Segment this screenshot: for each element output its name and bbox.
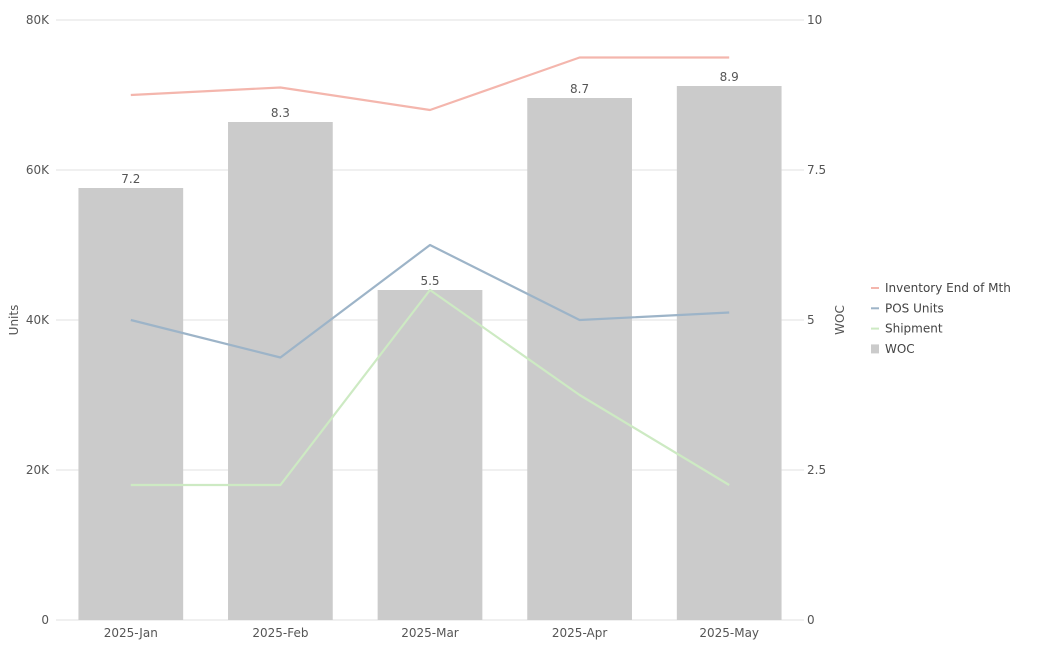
line-inventory-end-of-mth — [130, 56, 730, 112]
line-pos-units — [130, 243, 730, 359]
legend: Inventory End of Mth POS Units Shipment WOC — [871, 281, 1011, 356]
legend-label: POS Units — [885, 301, 944, 315]
bar-data-label: 5.5 — [420, 274, 439, 288]
axes: 0 20K 40K 60K 80K 0 2.5 5 7.5 10 2025-Jan 2025-Feb 2… — [26, 13, 826, 640]
bar-data-label: 7.2 — [121, 172, 140, 186]
right-axis-tick-label: 5 — [807, 313, 815, 327]
legend-label: Shipment — [885, 322, 943, 336]
line-shipment — [130, 288, 730, 487]
left-axis-title: Units — [7, 305, 21, 336]
line-series — [130, 56, 730, 487]
x-axis-tick-label: 2025-Jan — [104, 626, 158, 640]
bar-data-label: 8.7 — [570, 82, 589, 96]
bar-woc — [377, 290, 483, 620]
legend-item: Shipment — [871, 322, 943, 336]
legend-label: Inventory End of Mth — [885, 281, 1011, 295]
legend-swatch-bar — [871, 344, 879, 354]
right-axis-tick-label: 0 — [807, 613, 815, 627]
legend-item: Inventory End of Mth — [871, 281, 1011, 295]
bar-woc — [527, 98, 632, 620]
legend-item: WOC — [871, 342, 915, 356]
left-axis-tick-label: 20K — [26, 463, 50, 477]
legend-item: POS Units — [871, 301, 944, 315]
right-axis-tick-label: 10 — [807, 13, 822, 27]
left-axis-tick-label: 40K — [26, 313, 50, 327]
bar-data-label: 8.3 — [271, 106, 290, 120]
left-axis-tick-label: 80K — [26, 13, 50, 27]
bar-woc — [676, 86, 782, 620]
legend-label: WOC — [885, 342, 915, 356]
left-axis-tick-label: 0 — [41, 613, 49, 627]
x-axis-tick-label: 2025-Mar — [401, 626, 459, 640]
right-axis-title: WOC — [833, 305, 847, 335]
bar-data-label: 8.9 — [720, 70, 739, 84]
bar-series-woc — [78, 86, 782, 620]
x-axis-tick-label: 2025-Feb — [252, 626, 308, 640]
right-axis-tick-label: 2.5 — [807, 463, 826, 477]
bar-woc — [78, 188, 184, 620]
bar-data-labels: 7.2 8.3 5.5 8.7 8.9 — [121, 70, 738, 288]
x-axis-tick-label: 2025-Apr — [552, 626, 607, 640]
bar-woc — [228, 122, 333, 620]
right-axis-tick-label: 7.5 — [807, 163, 826, 177]
left-axis-tick-label: 60K — [26, 163, 50, 177]
x-axis-tick-label: 2025-May — [699, 626, 759, 640]
